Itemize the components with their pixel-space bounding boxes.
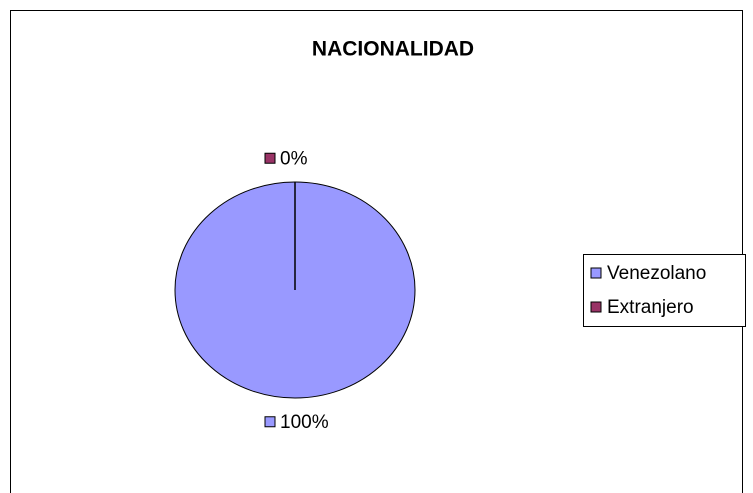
legend-key xyxy=(590,301,602,313)
value-label-key xyxy=(264,416,276,428)
legend-label: Extranjero xyxy=(607,297,694,318)
value-label-key xyxy=(264,152,276,164)
value-label: 100% xyxy=(280,412,329,433)
legend-key xyxy=(590,267,602,279)
legend-label: Venezolano xyxy=(607,263,706,284)
value-label: 0% xyxy=(280,148,308,169)
chart-title: NACIONALIDAD xyxy=(312,38,474,61)
legend-frame xyxy=(583,254,746,327)
